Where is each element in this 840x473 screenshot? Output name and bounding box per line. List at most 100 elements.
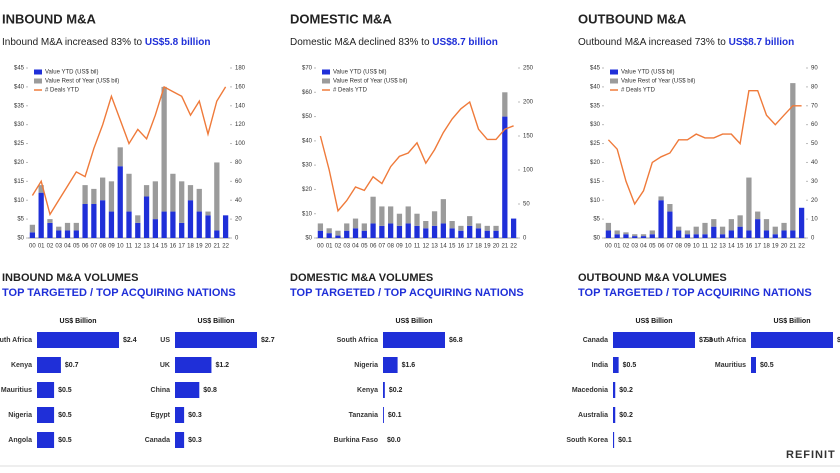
bar bbox=[798, 207, 805, 238]
subtitle-highlight: US$8.7 billion bbox=[729, 37, 795, 48]
bar bbox=[344, 230, 350, 238]
category-label: South Africa bbox=[0, 337, 32, 344]
bar bbox=[383, 357, 398, 373]
y2-tick-label: 60 bbox=[811, 122, 818, 128]
bar bbox=[772, 234, 778, 238]
x-tick-label: 10 bbox=[693, 244, 700, 250]
bar bbox=[623, 232, 629, 235]
legend-label: Value YTD (US$ bil) bbox=[333, 70, 386, 76]
bar bbox=[781, 222, 787, 231]
value-label: $0.0 bbox=[387, 437, 401, 444]
y2-tick-label: 60 bbox=[235, 179, 242, 185]
bar bbox=[613, 407, 616, 423]
category-label: South Korea bbox=[566, 437, 608, 444]
bar bbox=[29, 232, 36, 238]
x-tick-label: 13 bbox=[719, 244, 726, 250]
bar bbox=[56, 230, 62, 238]
bar bbox=[711, 219, 717, 227]
x-tick-label: 18 bbox=[475, 244, 482, 250]
bar bbox=[711, 226, 717, 238]
category-label: Angola bbox=[8, 437, 32, 444]
x-tick-label: 07 bbox=[667, 244, 674, 250]
y-tick-label: $30 bbox=[14, 122, 25, 128]
subtitle-highlight: US$8.7 billion bbox=[432, 37, 498, 48]
x-tick-label: 11 bbox=[414, 244, 421, 250]
value-label: $0.5 bbox=[58, 387, 72, 394]
y2-tick-label: 50 bbox=[523, 202, 530, 208]
x-tick-label: 21 bbox=[501, 244, 508, 250]
axis-label: US$ Billion bbox=[396, 318, 433, 325]
bar bbox=[170, 211, 176, 238]
bar bbox=[667, 211, 673, 238]
bar bbox=[222, 215, 229, 238]
bar bbox=[37, 407, 55, 423]
bar bbox=[484, 230, 490, 238]
category-label: Mauritius bbox=[1, 387, 32, 394]
x-tick-label: 01 bbox=[38, 244, 45, 250]
bar bbox=[379, 206, 385, 226]
bar bbox=[658, 196, 664, 201]
y2-tick-label: 40 bbox=[235, 198, 242, 204]
bar bbox=[684, 234, 691, 238]
x-tick-label: 11 bbox=[702, 244, 709, 250]
bar bbox=[317, 223, 324, 231]
bar bbox=[467, 216, 473, 226]
x-tick-label: 14 bbox=[728, 244, 735, 250]
x-tick-label: 03 bbox=[631, 244, 638, 250]
bar bbox=[737, 215, 743, 227]
x-tick-label: 18 bbox=[763, 244, 770, 250]
y-tick-label: $15 bbox=[14, 179, 25, 185]
bar bbox=[82, 185, 88, 204]
y2-tick-label: 120 bbox=[235, 122, 246, 128]
bar bbox=[405, 223, 411, 238]
y-tick-label: $0 bbox=[593, 236, 600, 242]
bar bbox=[751, 357, 756, 373]
bar bbox=[47, 222, 53, 238]
x-tick-label: 16 bbox=[746, 244, 753, 250]
x-tick-label: 14 bbox=[440, 244, 447, 250]
x-tick-label: 00 bbox=[317, 244, 324, 250]
y2-tick-label: 180 bbox=[235, 66, 246, 72]
bar bbox=[152, 181, 158, 220]
y2-tick-label: 0 bbox=[235, 236, 239, 242]
panel-subtitle: Domestic M&A declined 83% to US$8.7 bill… bbox=[290, 37, 498, 48]
x-tick-label: 14 bbox=[152, 244, 159, 250]
bar bbox=[196, 211, 202, 238]
value-label: $0.2 bbox=[389, 387, 403, 394]
bar bbox=[684, 230, 691, 235]
bar bbox=[431, 225, 438, 238]
x-tick-label: 16 bbox=[170, 244, 177, 250]
bar bbox=[100, 177, 106, 201]
category-label: Burkina Faso bbox=[334, 437, 378, 444]
bar bbox=[383, 382, 385, 398]
legend-label: # Deals YTD bbox=[333, 88, 368, 94]
y-tick-label: $5 bbox=[17, 217, 24, 223]
bar bbox=[614, 234, 620, 238]
bar bbox=[467, 225, 473, 238]
value-label: $0.5 bbox=[760, 362, 774, 369]
x-tick-label: 20 bbox=[205, 244, 212, 250]
x-tick-label: 04 bbox=[64, 244, 71, 250]
axis-label: US$ Billion bbox=[60, 318, 97, 325]
y2-tick-label: 20 bbox=[811, 198, 818, 204]
bar bbox=[205, 215, 211, 238]
x-tick-label: 02 bbox=[47, 244, 54, 250]
y-tick-label: $0 bbox=[17, 236, 24, 242]
section-subtitle: TOP TARGETED / TOP ACQUIRING NATIONS bbox=[290, 287, 524, 299]
bar bbox=[728, 219, 734, 231]
y-tick-label: $5 bbox=[593, 217, 600, 223]
y-tick-label: $30 bbox=[302, 163, 313, 169]
x-tick-label: 22 bbox=[510, 244, 517, 250]
x-tick-label: 19 bbox=[484, 244, 491, 250]
y-tick-label: $15 bbox=[590, 179, 601, 185]
category-label: South Africa bbox=[337, 337, 378, 344]
bar bbox=[29, 224, 36, 233]
x-tick-label: 12 bbox=[710, 244, 717, 250]
bar bbox=[361, 223, 367, 231]
category-label: Tanzania bbox=[349, 412, 379, 419]
line-series bbox=[319, 100, 514, 213]
x-tick-label: 02 bbox=[623, 244, 630, 250]
bar bbox=[161, 86, 167, 212]
bar bbox=[143, 196, 150, 238]
